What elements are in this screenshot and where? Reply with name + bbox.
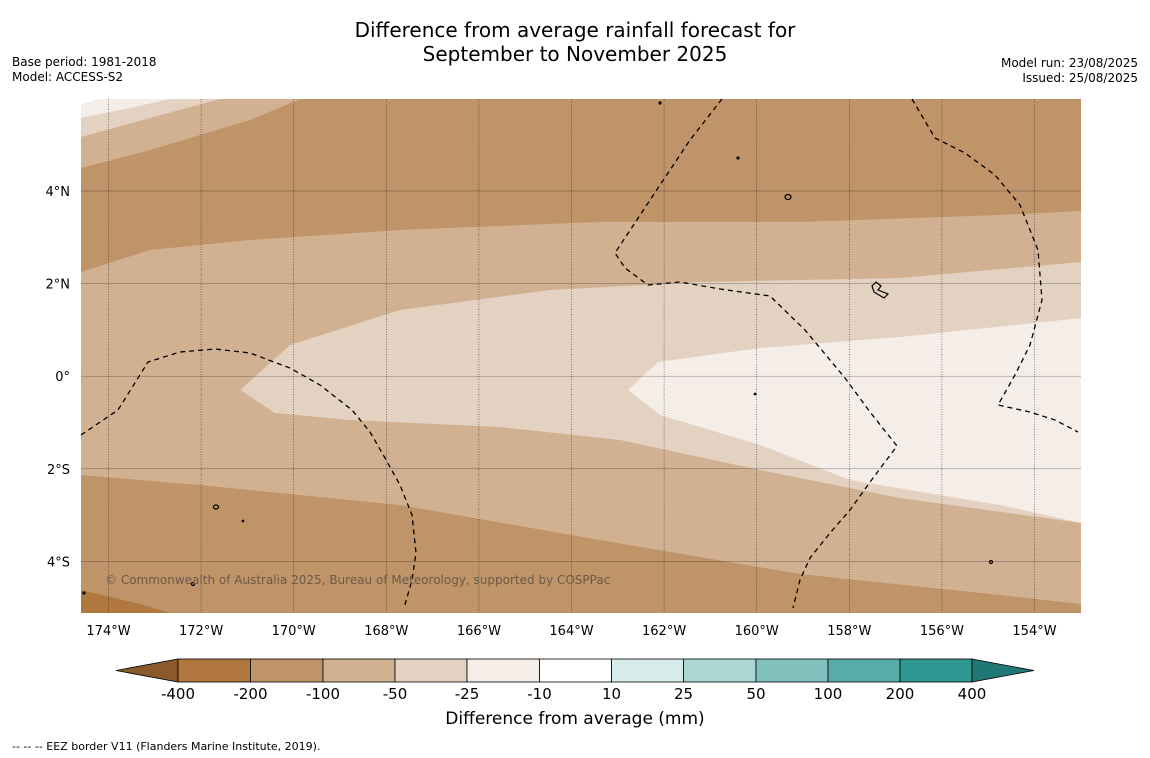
model-name: Model: ACCESS-S2 — [12, 70, 124, 84]
island-marker — [736, 156, 740, 160]
colorbar-segment — [755, 658, 829, 683]
eez-footnote: -- -- -- EEZ border V11 (Flanders Marine… — [12, 740, 321, 753]
colorbar-segment — [611, 658, 684, 683]
island-marker — [82, 591, 86, 595]
band-minus10-top — [81, 99, 170, 118]
colorbar-tick-label: 200 — [886, 685, 915, 703]
longitude-label: 156°W — [920, 624, 964, 639]
latitude-label: 2°S — [47, 463, 70, 478]
colorbar-tick-label: 100 — [814, 685, 843, 703]
colorbar-extend-high — [971, 658, 1035, 683]
colorbar-segment — [539, 658, 612, 683]
colorbar-tick-label: -25 — [455, 685, 480, 703]
island-marker — [212, 504, 220, 510]
colorbar-tick-label: -100 — [306, 685, 340, 703]
island-marker — [784, 193, 792, 201]
title-line-1: Difference from average rainfall forecas… — [354, 18, 796, 42]
latitude-labels: 4°N 2°N 0° 2°S 4°S — [46, 185, 71, 570]
issued-date: Issued: 25/08/2025 — [1022, 71, 1138, 85]
eez-borders — [80, 98, 1079, 609]
islands — [82, 101, 994, 595]
latitude-label: 4°N — [46, 185, 71, 200]
colorbar-extend-low — [115, 658, 179, 683]
colorbar-segment — [683, 658, 757, 683]
island-marker — [241, 519, 245, 523]
colorbar-tick-label: 50 — [746, 685, 765, 703]
longitude-label: 162°W — [642, 624, 686, 639]
eez-border-east — [911, 98, 1079, 433]
model-run: Model run: 23/08/2025 — [1000, 56, 1138, 70]
map-title: Difference from average rainfall forecas… — [0, 18, 1150, 66]
colorbar-tick-label: 25 — [674, 685, 693, 703]
colorbar-tick-label: 400 — [958, 685, 987, 703]
colorbar-segment — [899, 658, 973, 683]
colorbar: -400 -200 -100 -50 -25 -10 10 25 50 100 200 400 — [115, 658, 1035, 703]
run-info: Model run: 23/08/2025 Issued: 25/08/2025 — [1001, 56, 1138, 86]
colorbar-tick-label: 10 — [602, 685, 621, 703]
longitude-labels: 174°W 172°W 170°W 168°W 166°W 164°W 162°W 160°W… — [86, 624, 1056, 639]
longitude-label: 166°W — [457, 624, 501, 639]
graticule — [81, 99, 1081, 613]
latitude-label: 2°N — [46, 278, 71, 293]
colorbar-segment — [466, 658, 540, 683]
island-marker — [658, 101, 662, 105]
eez-border-central — [614, 98, 898, 609]
longitude-label: 170°W — [272, 624, 316, 639]
latitude-label: 0° — [55, 370, 70, 385]
band-near-zero — [81, 99, 100, 104]
colorbar-segment — [322, 658, 396, 683]
map-plot-area — [81, 99, 1081, 613]
colorbar-segment — [827, 658, 901, 683]
longitude-label: 160°W — [735, 624, 779, 639]
colorbar-segment — [394, 658, 468, 683]
longitude-label: 168°W — [364, 624, 408, 639]
model-info: Base period: 1981-2018 Model: ACCESS-S2 — [12, 55, 157, 85]
island-marker — [753, 392, 757, 396]
island-marker — [988, 559, 994, 565]
band-minus10 — [628, 318, 1081, 523]
colorbar-title: Difference from average (mm) — [445, 709, 705, 729]
colorbar-tick-label: -50 — [383, 685, 408, 703]
latitude-label: 4°S — [47, 555, 70, 570]
colorbar-segment — [250, 658, 324, 683]
title-line-2: September to November 2025 — [422, 42, 728, 66]
longitude-label: 174°W — [86, 624, 130, 639]
copyright-text: © Commonwealth of Australia 2025, Bureau… — [105, 573, 610, 587]
longitude-label: 164°W — [549, 624, 593, 639]
colorbar-tick-label: -200 — [233, 685, 267, 703]
colorbar-tick-label: -400 — [161, 685, 195, 703]
base-period: Base period: 1981-2018 — [12, 55, 157, 69]
longitude-label: 154°W — [1012, 624, 1056, 639]
colorbar-segment — [177, 658, 251, 683]
eez-border-west — [80, 348, 417, 609]
colorbar-tick-label: -10 — [527, 685, 552, 703]
band-minus200 — [81, 590, 170, 613]
island-marker — [190, 581, 196, 587]
longitude-label: 172°W — [179, 624, 223, 639]
longitude-label: 158°W — [827, 624, 871, 639]
island-kiritimati — [871, 281, 890, 299]
